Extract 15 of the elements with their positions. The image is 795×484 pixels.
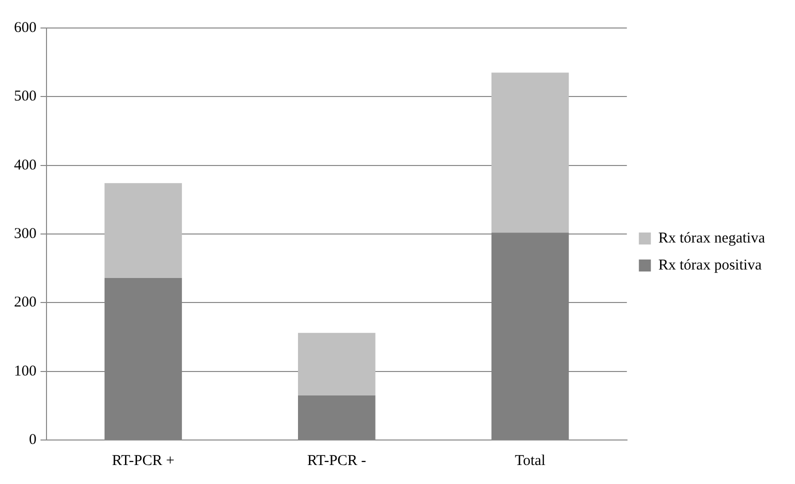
x-tick-label: RT-PCR - xyxy=(307,452,366,469)
x-tick-label: RT-PCR + xyxy=(112,452,174,469)
y-tick-label: 300 xyxy=(14,226,36,242)
legend-label: Rx tórax positiva xyxy=(658,257,762,274)
y-tick-label: 0 xyxy=(29,432,36,448)
y-tick-label: 200 xyxy=(14,294,36,311)
y-tick-label: 500 xyxy=(14,88,36,105)
x-tick-label: Total xyxy=(514,452,546,469)
bar xyxy=(491,72,569,233)
y-tick-label: 100 xyxy=(14,363,36,380)
bar xyxy=(104,183,182,278)
y-tick-label: 600 xyxy=(14,20,36,36)
bar xyxy=(298,332,376,396)
legend-label: Rx tórax negativa xyxy=(658,230,766,246)
y-tick-label: 400 xyxy=(14,157,36,174)
